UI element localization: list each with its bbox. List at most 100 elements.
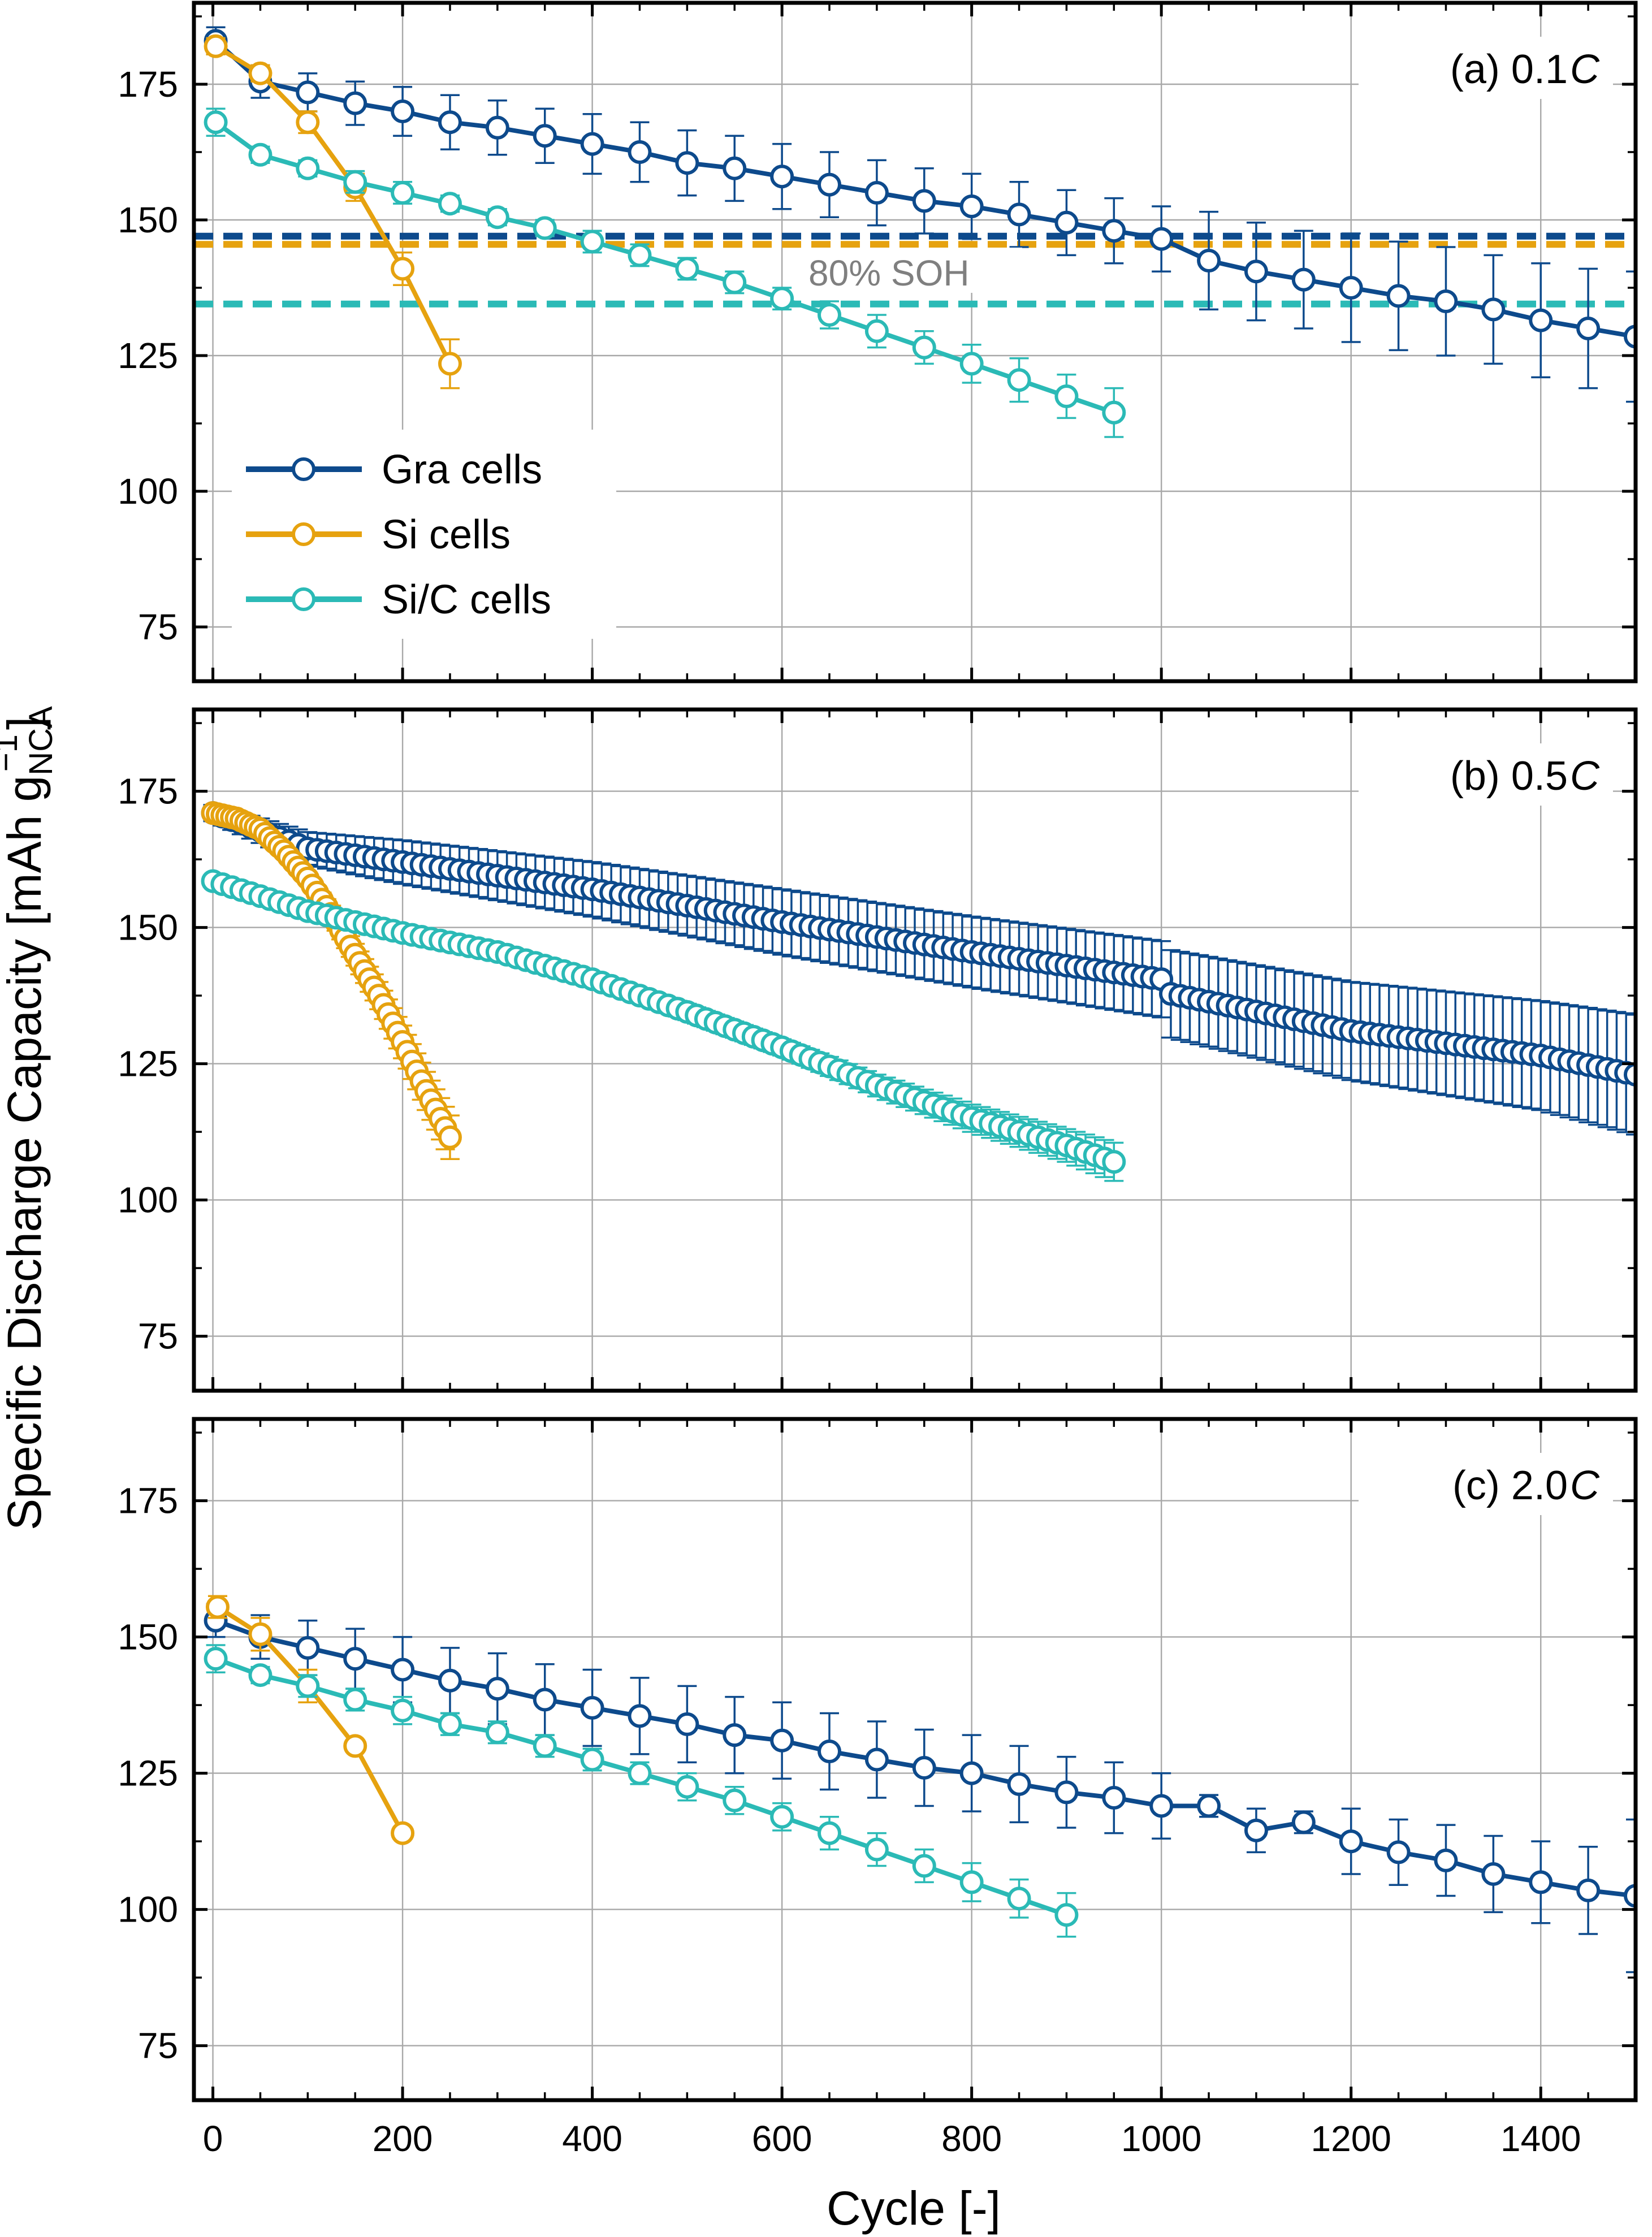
series-sic [204, 107, 1126, 438]
plot-frame [192, 1, 1638, 683]
data-point-gra [533, 1688, 557, 1712]
legend-swatch-marker [292, 457, 315, 481]
data-point-gra [1197, 249, 1221, 272]
ticks [194, 709, 1637, 1391]
panel-label-bg [1359, 743, 1613, 806]
series-line-si [214, 44, 452, 365]
series-group [204, 26, 1636, 438]
data-point-gra [1339, 276, 1363, 300]
data-point-gra [675, 1712, 699, 1736]
y-axis-title-sup: −1 [0, 734, 24, 772]
data-point-sic [912, 335, 936, 360]
soh-label-bg [802, 248, 1022, 293]
data-point-sic [864, 319, 889, 343]
data-point-sic [391, 1698, 415, 1723]
panel-label-bg [1359, 1453, 1613, 1515]
data-point-sic [818, 1821, 842, 1845]
series-si [204, 34, 462, 390]
soh-lines [194, 232, 1636, 308]
soh-label: 80% SOH [808, 253, 970, 293]
series-si [201, 801, 462, 1161]
data-point-gra [1054, 1780, 1079, 1805]
data-point-gra [1576, 1878, 1601, 1902]
data-point-sic [628, 1761, 652, 1785]
data-point-gra [1434, 1848, 1458, 1872]
plot-frame [192, 707, 1638, 1393]
ticks [194, 3, 1637, 681]
data-point-gra [580, 132, 604, 156]
y-tick-label: 75 [138, 607, 178, 647]
x-tick-label: 400 [562, 2118, 622, 2159]
data-point-gra [1434, 289, 1458, 313]
data-point-si [248, 61, 273, 85]
y-axis-title-main: Specific Discharge Capacity [mAh g [0, 776, 51, 1530]
data-point-gra [912, 189, 936, 213]
data-point-gra [628, 140, 652, 164]
data-point-gra [1197, 1794, 1221, 1818]
y-tick-label: 100 [118, 1180, 178, 1221]
y-tick-label: 175 [118, 771, 178, 812]
x-tick-label: 0 [203, 2118, 223, 2159]
y-tick-label: 125 [118, 1753, 178, 1794]
panel-label-bg [1359, 37, 1613, 99]
data-point-gra [770, 1728, 794, 1753]
y-tick-label: 75 [138, 2026, 178, 2066]
data-point-sic [818, 303, 842, 327]
y-tick-label: 175 [118, 64, 178, 105]
data-point-gra [485, 1677, 509, 1701]
data-point-gra [723, 1723, 747, 1747]
data-point-sic [1102, 400, 1126, 425]
data-point-gra [864, 181, 889, 205]
data-point-si [438, 1125, 462, 1149]
data-point-sic [723, 1788, 747, 1812]
x-tick-label: 200 [373, 2118, 433, 2159]
y-tick-label: 125 [118, 1044, 178, 1084]
x-tick-label: 600 [752, 2118, 812, 2159]
data-point-si [391, 1821, 415, 1845]
data-point-sic [343, 170, 367, 194]
data-point-sic [580, 230, 604, 254]
data-point-sic [1007, 1886, 1031, 1911]
data-point-gra [1291, 267, 1316, 292]
data-point-gra [296, 80, 320, 105]
data-point-gra [391, 99, 415, 123]
series-group [204, 1595, 1636, 1974]
data-point-gra [1102, 1785, 1126, 1810]
data-point-sic [204, 1647, 228, 1671]
data-point-sic [248, 1663, 273, 1688]
y-axis-title-sub: NCA [23, 706, 59, 776]
series-si [205, 1595, 415, 1845]
data-point-gra [912, 1755, 936, 1780]
y-axis-title: Specific Discharge Capacity [mAh gNCA−1] [0, 706, 59, 1530]
data-point-gra [770, 165, 794, 189]
data-point-gra [1291, 1810, 1316, 1834]
data-point-sic [1054, 384, 1079, 408]
data-point-sic [485, 1720, 509, 1745]
data-point-sic [580, 1747, 604, 1772]
data-point-sic [770, 1805, 794, 1829]
data-point-gra [1624, 324, 1636, 349]
y-axis-title-end: ] [0, 717, 51, 730]
data-point-gra [296, 1635, 320, 1660]
legend-label: Gra cells [382, 447, 542, 492]
data-point-sic [1054, 1903, 1079, 1927]
panel-a: 75 100 125 150 175 (a) 0.1 C 80% SOH Gra cells S… [118, 1, 1638, 683]
data-point-gra [1576, 317, 1601, 340]
data-point-gra [864, 1747, 889, 1772]
legend-swatch-marker [292, 522, 315, 546]
legend-item: Gra cells [246, 447, 542, 492]
data-point-sic [343, 1688, 367, 1712]
data-point-sic [723, 270, 747, 295]
data-point-si [205, 1595, 230, 1619]
data-point-gra [391, 1658, 415, 1682]
panel-label-italic: C [1570, 47, 1600, 92]
y-tick-label: 125 [118, 335, 178, 376]
panel-label: (c) 2.0 [1452, 1463, 1568, 1508]
panel-label-italic: C [1570, 754, 1600, 799]
data-point-si [438, 352, 462, 376]
data-point-gra [438, 110, 462, 135]
data-point-sic [675, 1775, 699, 1799]
panel-b: 75 100 125 150 175 (b) 0.5 C [118, 707, 1638, 1393]
y-tick-label: 175 [118, 1481, 178, 1521]
legend-item: Si/C cells [246, 577, 551, 622]
